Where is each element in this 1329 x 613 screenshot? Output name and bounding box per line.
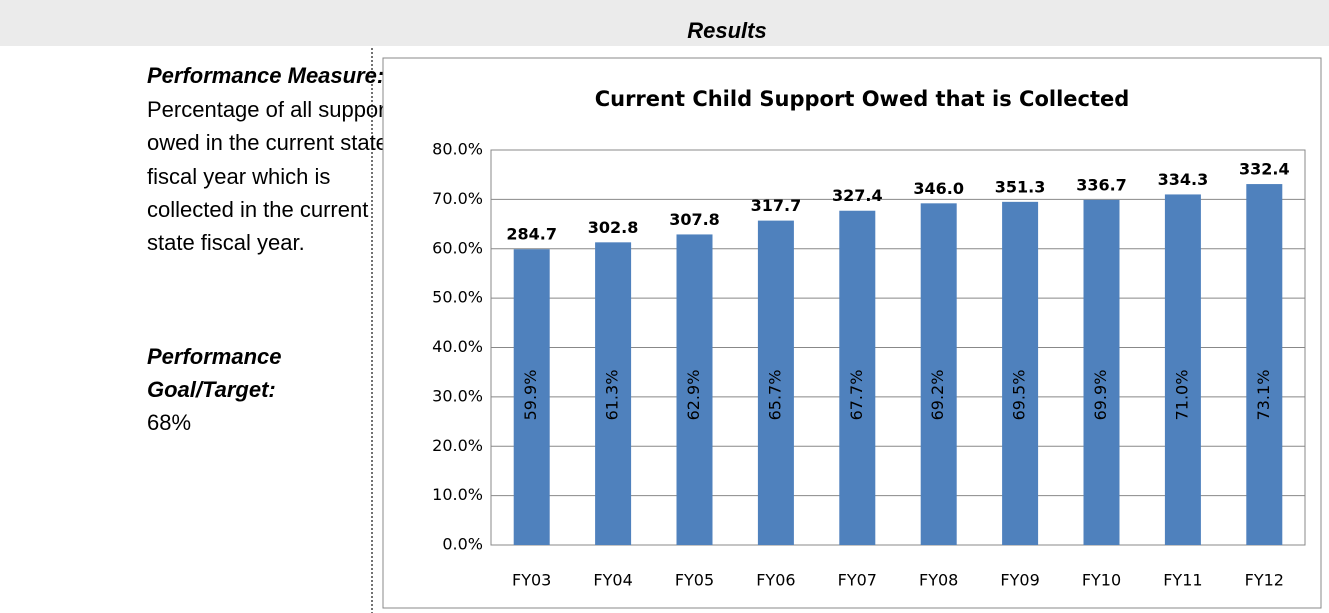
bar-annotation: 334.3 [1158,170,1209,189]
y-tick-label: 0.0% [442,535,483,554]
bar-annotation: 284.7 [506,225,557,244]
goal-label: Goal/Target: [147,377,276,402]
y-tick-label: 80.0% [432,140,483,159]
measure-line: Percentage of all support [147,97,392,122]
bar-value-label: 59.9% [521,370,540,421]
bar-annotation: 346.0 [913,179,964,198]
goal-value: 68% [147,410,191,435]
bar-annotation: 307.8 [669,210,720,229]
measure-line: owed in the current state [147,130,388,155]
y-tick-label: 20.0% [432,436,483,455]
bar-annotation: 327.4 [832,186,883,205]
bar-value-label: 71.0% [1172,370,1191,421]
x-tick-label: FY03 [512,571,551,590]
bar-value-label: 69.9% [1091,370,1110,421]
y-tick-label: 10.0% [432,485,483,504]
goal-label: Performance [147,344,282,369]
bar [1164,194,1201,545]
x-tick-label: FY06 [756,571,795,590]
bar-annotation: 302.8 [588,218,639,237]
plot-border [490,149,1306,546]
x-tick-label: FY07 [838,571,877,590]
bar [1002,201,1039,545]
bar [676,234,713,545]
measure-label: Performance Measure: [147,63,384,88]
bar-value-label: 69.2% [928,370,947,421]
x-tick-label: FY12 [1245,571,1284,590]
y-tick-label: 30.0% [432,386,483,405]
bar-value-label: 69.5% [1010,370,1029,421]
x-tick-label: FY05 [675,571,714,590]
y-tick-label: 50.0% [432,288,483,307]
bar [1083,199,1120,545]
measure-line: collected in the current [147,197,368,222]
x-tick-label: FY10 [1082,571,1121,590]
bar-value-label: 73.1% [1254,370,1273,421]
header-title: Results [687,18,766,43]
measure-line: fiscal year which is [147,164,330,189]
bar [839,210,876,545]
bar-annotation: 332.4 [1239,160,1290,179]
chart-title: Current Child Support Owed that is Colle… [595,87,1130,111]
bar-annotation: 351.3 [995,177,1046,196]
bar-value-label: 67.7% [847,370,866,421]
header-band [0,0,1329,46]
x-tick-label: FY11 [1163,571,1202,590]
bar [920,203,957,545]
bar [513,249,550,545]
y-tick-label: 60.0% [432,238,483,257]
measure-line: state fiscal year. [147,230,305,255]
bar-annotation: 317.7 [751,196,802,215]
y-tick-label: 40.0% [432,337,483,356]
x-tick-label: FY08 [919,571,958,590]
x-tick-label: FY04 [593,571,632,590]
bar [757,220,794,545]
y-tick-label: 70.0% [432,189,483,208]
bar-value-label: 65.7% [765,370,784,421]
bar-value-label: 62.9% [684,370,703,421]
bar-annotation: 336.7 [1076,175,1127,194]
bar [595,242,632,546]
bar [1246,184,1283,545]
bar-value-label: 61.3% [603,370,622,421]
x-tick-label: FY09 [1000,571,1039,590]
